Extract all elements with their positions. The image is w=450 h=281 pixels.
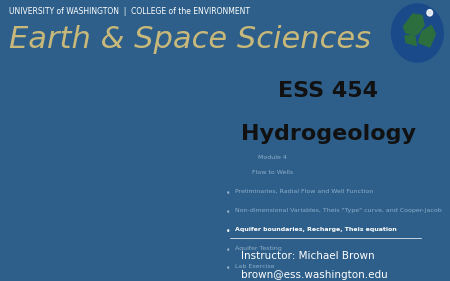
Polygon shape	[405, 34, 416, 46]
Text: Module 4: Module 4	[258, 155, 287, 160]
Text: Lab Exercise: Lab Exercise	[235, 264, 274, 269]
Text: Earth & Space Sciences: Earth & Space Sciences	[9, 25, 371, 54]
Text: •: •	[226, 189, 230, 198]
Text: UNIVERSITY of WASHINGTON  |  COLLEGE of the ENVIRONMENT: UNIVERSITY of WASHINGTON | COLLEGE of th…	[9, 7, 250, 16]
Polygon shape	[392, 4, 443, 62]
Text: Instructor: Michael Brown: Instructor: Michael Brown	[241, 251, 374, 261]
Text: •: •	[226, 246, 230, 255]
Text: Hydrogeology: Hydrogeology	[241, 124, 416, 144]
Text: Aquifer boundaries, Recharge, Theis equation: Aquifer boundaries, Recharge, Theis equa…	[235, 226, 396, 232]
Text: brown@ess.washington.edu: brown@ess.washington.edu	[241, 270, 387, 280]
Text: Preliminaries, Radial Flow and Well Function: Preliminaries, Radial Flow and Well Func…	[235, 189, 373, 194]
Text: Non-dimensional Variables, Theis "Type" curve, and Cooper-Jacob: Non-dimensional Variables, Theis "Type" …	[235, 208, 441, 213]
Text: •: •	[226, 226, 230, 235]
Text: ESS 454: ESS 454	[279, 81, 378, 101]
Polygon shape	[427, 10, 432, 16]
Text: Aquifer Testing: Aquifer Testing	[235, 246, 282, 251]
Text: •: •	[226, 208, 230, 217]
Text: Flow to Wells: Flow to Wells	[252, 170, 293, 175]
Polygon shape	[418, 26, 436, 47]
Polygon shape	[403, 14, 424, 34]
Text: •: •	[226, 264, 230, 273]
